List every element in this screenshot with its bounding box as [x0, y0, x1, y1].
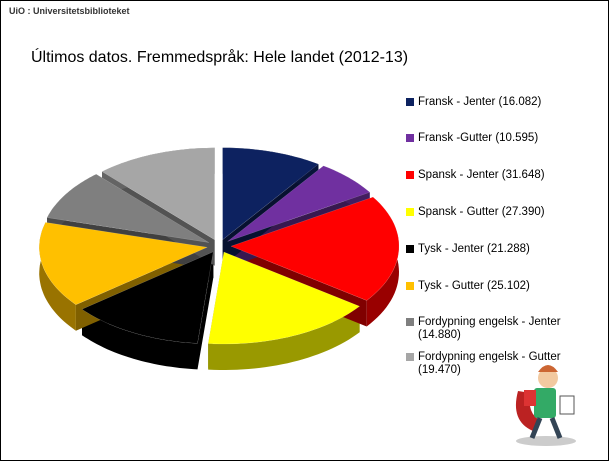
legend-entry: Fransk -Gutter (10.595) [406, 132, 593, 145]
legend-label: Spansk - Jenter (31.648) [418, 169, 545, 181]
legend-label: Spansk - Gutter (27.390) [418, 206, 545, 218]
legend-entry: Spansk - Jenter (31.648) [406, 169, 593, 182]
legend-swatch [406, 208, 414, 216]
legend-entry: Tysk - Jenter (21.288) [406, 243, 593, 256]
legend-label: Fordypning engelsk - Gutter (19.470) [418, 351, 561, 376]
legend-entry: Fordypning engelsk - Jenter (14.880) [406, 316, 593, 342]
pie-slice [101, 147, 215, 241]
pie-slice [46, 174, 209, 243]
pie-slice-side [82, 309, 198, 370]
legend-entry: Fransk - Jenter (16.082) [406, 96, 593, 109]
chart-title: Últimos datos. Fremmedspråk: Hele landet… [31, 49, 409, 66]
legend-swatch [406, 282, 414, 290]
legend-swatch [406, 98, 414, 106]
legend-swatch [406, 134, 414, 142]
brand: UiO : Universitetsbiblioteket [9, 6, 130, 16]
pie-slice [227, 165, 371, 242]
legend-entry: Tysk - Gutter (25.102) [406, 280, 593, 293]
pie-slice [81, 251, 214, 344]
legend-label: Tysk - Jenter (21.288) [418, 243, 530, 255]
legend-label: Fordypning engelsk - Jenter (14.880) [418, 316, 561, 341]
legend-entry: Spansk - Gutter (27.390) [406, 206, 593, 219]
legend-swatch [406, 245, 414, 253]
legend-label: Tysk - Gutter (25.102) [418, 280, 530, 292]
legend-entry: Fordypning engelsk - Gutter (19.470) [406, 351, 593, 377]
pie-slice-wall [197, 251, 214, 370]
clipart [515, 365, 576, 446]
legend-swatch [406, 353, 414, 361]
legend-swatch [406, 318, 414, 326]
pie-slice [207, 251, 361, 345]
legend-label: Fransk - Jenter (16.082) [418, 96, 542, 108]
legend-label: Fransk -Gutter (10.595) [418, 132, 539, 144]
legend-swatch [406, 171, 414, 179]
pie-slice-side [208, 306, 360, 370]
pie-slice [38, 222, 209, 305]
pie-slice [222, 147, 319, 241]
pie-slice [230, 196, 400, 301]
pie-slice-side [39, 222, 76, 331]
